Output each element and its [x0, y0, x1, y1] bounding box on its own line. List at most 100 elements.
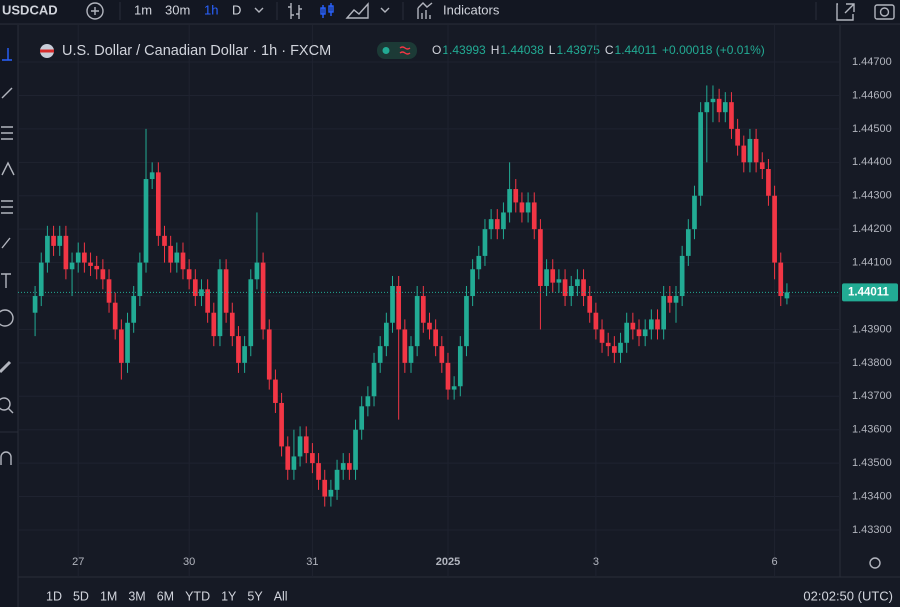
candle-body [457, 346, 463, 387]
plus-icon [91, 7, 99, 15]
candle-body [704, 102, 710, 113]
candle-body [51, 235, 56, 246]
fib-tool[interactable] [1, 126, 13, 140]
range-button[interactable]: 1D [46, 589, 62, 603]
candle-body [353, 429, 358, 470]
candle-body [273, 379, 278, 403]
ohlc-letter: C [605, 43, 614, 57]
y-tick-label: 1.44300 [852, 190, 892, 202]
cursor-tool[interactable] [2, 48, 12, 61]
range-button[interactable]: All [274, 589, 288, 603]
status-dot [382, 47, 390, 54]
range-button[interactable]: 5D [73, 589, 89, 603]
y-tick-label: 1.44100 [852, 256, 892, 268]
ohlc-letter: H [491, 43, 500, 57]
candle-body [741, 145, 747, 163]
y-tick-label: 1.43800 [852, 357, 892, 369]
candle-body [784, 292, 790, 299]
candle-body [470, 269, 475, 297]
candle-body [420, 296, 426, 323]
candle-body [753, 138, 759, 163]
candle-body [593, 312, 599, 330]
magnet-tool[interactable] [0, 451, 12, 465]
ohlc-legend: O 1.43993 H 1.44038 L 1.43975 C 1.44011 +0.00018… [432, 43, 765, 57]
settings-icon[interactable] [869, 557, 881, 569]
candle-body [229, 312, 235, 337]
range-button[interactable]: 3M [128, 589, 145, 603]
candle-body [476, 255, 482, 270]
candle-body [347, 463, 352, 470]
candle-body [180, 252, 186, 270]
candle-body [685, 229, 691, 256]
candle-body [568, 285, 574, 297]
candle-body [334, 469, 340, 490]
candle-body [710, 98, 716, 103]
candle-body [433, 329, 438, 347]
interval-active[interactable]: 1h [204, 2, 218, 17]
left-toolbar [0, 25, 18, 607]
candle-body [464, 296, 469, 347]
share-icon[interactable] [836, 3, 855, 21]
chevron[interactable] [380, 7, 390, 13]
x-tick-label: 6 [772, 556, 778, 568]
brush-tool[interactable] [1, 237, 11, 249]
bars-icon[interactable] [288, 3, 302, 19]
candle-body [100, 269, 106, 280]
candle-body [168, 245, 174, 263]
candle-body [217, 269, 223, 337]
candle-body [747, 138, 753, 163]
ohlc-letter: O [432, 43, 441, 57]
area-icon[interactable] [345, 2, 369, 19]
indicators-button[interactable]: Indicators [443, 2, 500, 17]
y-tick-label: 1.44600 [852, 89, 892, 101]
range-button[interactable]: YTD [185, 589, 210, 603]
zoom-tool[interactable] [0, 397, 11, 411]
candle-body [38, 262, 44, 297]
candle-body [581, 279, 586, 297]
candle-body [667, 296, 673, 303]
candle-body [94, 265, 100, 270]
candle-body [112, 302, 118, 330]
y-tick-label: 1.44700 [852, 56, 892, 68]
candle-body [365, 396, 371, 407]
zoom-handle [7, 407, 14, 414]
candle-body [384, 322, 389, 347]
candle-body [371, 362, 377, 397]
candle-body [328, 489, 334, 497]
candle-body [525, 202, 531, 213]
add-symbol[interactable] [86, 2, 104, 20]
pattern-tool[interactable] [1, 161, 15, 176]
candle-body [340, 463, 346, 470]
x-tick-label: 2025 [436, 556, 460, 568]
interval[interactable]: 30m [165, 2, 190, 17]
interval[interactable]: D [232, 2, 241, 17]
camera-icon[interactable] [874, 4, 895, 20]
candle-body [716, 98, 722, 113]
ruler-tool[interactable] [0, 360, 12, 374]
emoji-tool[interactable] [0, 309, 14, 327]
line-tool[interactable] [1, 87, 13, 99]
candle-body [297, 436, 303, 457]
range-button[interactable]: 1Y [221, 589, 237, 603]
candles-icon[interactable] [322, 3, 332, 18]
candle-body [106, 279, 112, 303]
candle-body [642, 329, 648, 337]
range-button[interactable]: 5Y [247, 589, 263, 603]
range-button[interactable]: 6M [157, 589, 174, 603]
chevron[interactable] [254, 7, 264, 13]
range-button[interactable]: 1M [100, 589, 117, 603]
candle-body [661, 296, 667, 330]
x-tick-label: 3 [593, 556, 599, 568]
text-tool[interactable] [1, 273, 11, 288]
candle-body [254, 262, 260, 280]
market-status[interactable] [377, 42, 417, 59]
change-label: +0.00018 (+0.01%) [662, 43, 765, 57]
candle-body [519, 202, 525, 213]
symbol[interactable]: USDCAD [2, 2, 58, 17]
interval[interactable]: 1m [134, 2, 152, 17]
forecast-tool[interactable] [1, 200, 13, 214]
candle-body [427, 322, 432, 330]
candle-body [32, 296, 38, 313]
